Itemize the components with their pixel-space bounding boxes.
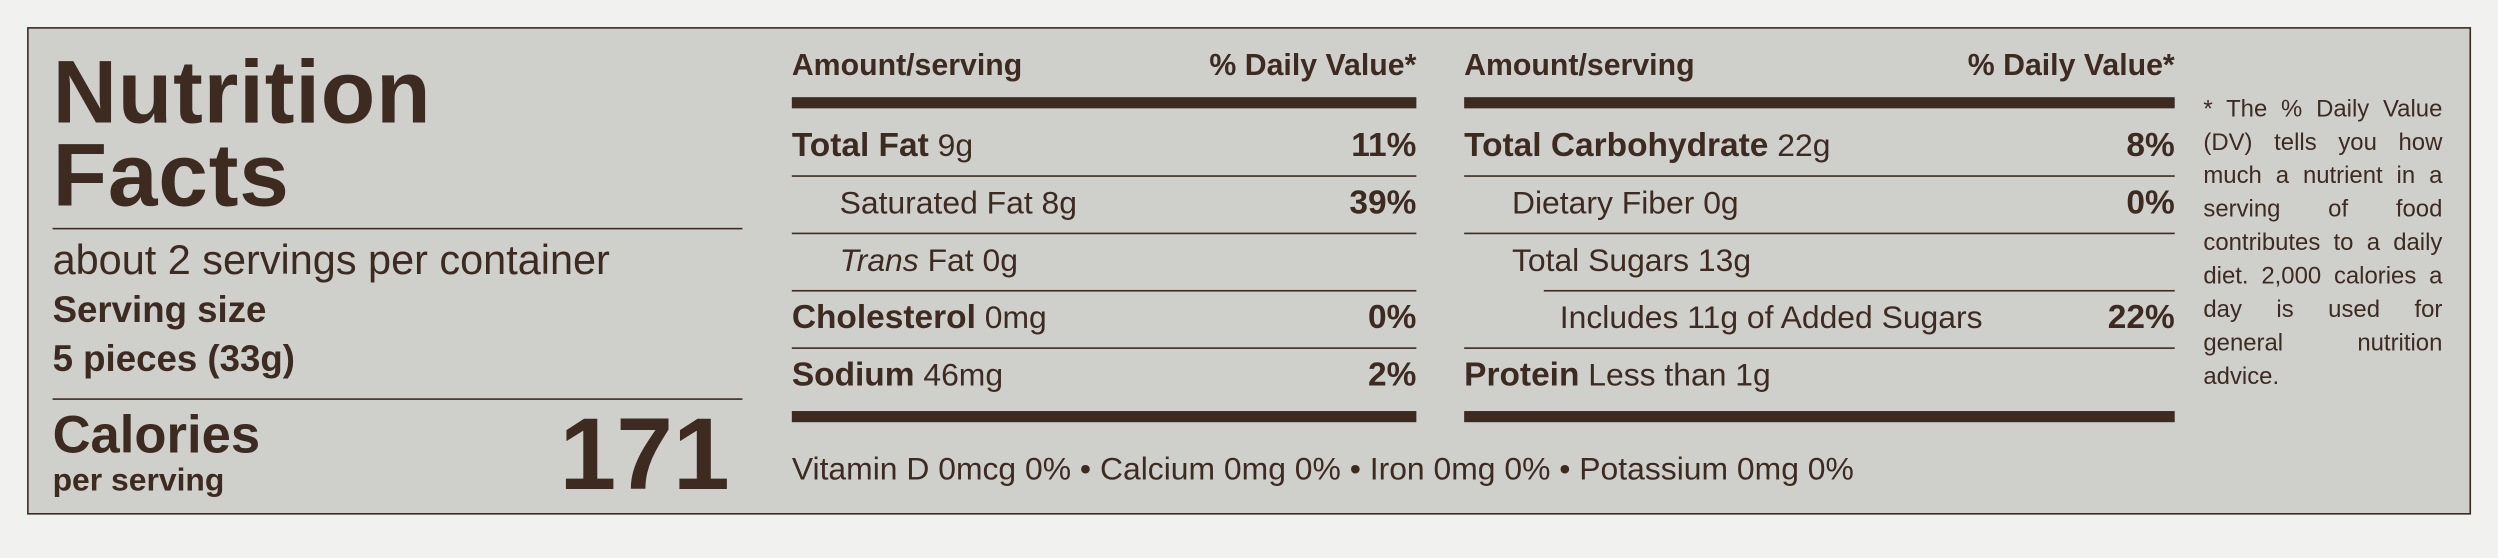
nutrient-dv: 11% — [1351, 127, 1417, 165]
nutrient-name: Total Carbohydrate — [1464, 127, 1769, 165]
nutrient-name: Includes 11g of Added Sugars — [1559, 301, 1983, 337]
nutrient-dv: 0% — [1367, 299, 1417, 337]
nutrient-name: Cholesterol — [791, 299, 976, 337]
rule — [791, 347, 1417, 349]
nutrient-prefix: Trans — [839, 243, 919, 279]
micro-amount: 0mcg — [938, 452, 1017, 488]
micro-name: Iron — [1369, 452, 1425, 488]
nutrient-row: Includes 11g of Added Sugars 22% — [1560, 290, 2175, 347]
nutrient-row: Trans Fat 0g — [840, 233, 1417, 290]
nutrient-name: Fat — [927, 243, 974, 279]
nutrient-row: Total Fat 9g 11% — [792, 118, 1417, 175]
nutrient-name: Protein — [1464, 356, 1580, 394]
micro-amount: 0mg — [1223, 452, 1286, 488]
title: Nutrition — [52, 41, 432, 142]
header-dv: % Daily Value* — [1209, 49, 1417, 83]
separator: • — [1349, 452, 1361, 488]
nutrient-name: Saturated Fat — [839, 186, 1033, 222]
nutrient-dv: 0% — [2126, 184, 2175, 222]
nutrient-row: Sodium 46mg 2% — [792, 347, 1417, 404]
thick-rule — [791, 411, 1417, 423]
micro-name: Vitamin D — [791, 452, 930, 488]
calories-value: 171 — [559, 396, 730, 512]
serving-size-label: Serving size — [52, 288, 267, 330]
nutrient-row: Protein Less than 1g — [1464, 347, 2175, 404]
nutrient-row: Saturated Fat 8g 39% — [840, 175, 1417, 232]
thick-rule — [1464, 411, 2175, 423]
micro-dv: 0% — [1807, 452, 1854, 488]
nutrient-row: Dietary Fiber 0g 0% — [1512, 175, 2175, 232]
micro-name: Potassium — [1579, 452, 1729, 488]
nutrient-amount: 0g — [1703, 186, 1739, 222]
header-dv: % Daily Value* — [1967, 49, 2175, 83]
nutrient-dv: 39% — [1349, 184, 1417, 222]
nutrient-row: Total Sugars 13g — [1512, 233, 2175, 290]
micro-dv: 0% — [1504, 452, 1551, 488]
calories-label: Calories — [52, 404, 261, 464]
title: Facts — [52, 124, 290, 225]
micro-name: Calcium — [1099, 452, 1216, 488]
rule — [791, 289, 1417, 292]
micro-dv: 0% — [1025, 452, 1072, 488]
nutrient-dv: 2% — [1367, 356, 1417, 394]
nutrient-name: Sodium — [791, 356, 915, 394]
nutrient-amount: 22g — [1777, 129, 1831, 165]
rule — [791, 232, 1417, 235]
rule — [1543, 289, 2175, 292]
nutrient-row: Cholesterol 0mg 0% — [792, 290, 1417, 347]
rule — [1464, 175, 2175, 177]
header-amount: Amount/serving — [1464, 49, 1695, 83]
rule — [52, 227, 743, 230]
micronutrients: Vitamin D 0mcg 0% • Calcium 0mg 0% • Iro… — [792, 449, 1854, 490]
rule — [52, 398, 743, 400]
rule — [791, 175, 1417, 177]
micro-amount: 0mg — [1736, 452, 1799, 488]
nutrient-amount: 8g — [1041, 186, 1078, 222]
nutrient-name: Total Fat — [791, 127, 929, 165]
rule — [1464, 347, 2175, 349]
nutrient-dv: 8% — [2126, 127, 2175, 165]
nutrient-name: Total Sugars — [1511, 243, 1690, 279]
thick-rule — [1464, 97, 2175, 109]
nutrient-amount: 46mg — [923, 358, 1004, 394]
serving-size: 5 pieces (33g) — [52, 337, 295, 380]
thick-rule — [791, 97, 1417, 109]
calories-sub: per serving — [52, 463, 225, 499]
nutrient-amount: 13g — [1697, 243, 1752, 279]
micro-dv: 0% — [1294, 452, 1341, 488]
nutrient-amount: 0g — [982, 243, 1018, 279]
nutrient-row: Total Carbohydrate 22g 8% — [1464, 118, 2175, 175]
header-amount: Amount/serving — [791, 49, 1023, 83]
nutrient-amount: 9g — [937, 129, 974, 165]
separator: • — [1559, 452, 1571, 488]
separator: • — [1079, 452, 1092, 488]
nutrient-amount: Less than 1g — [1588, 358, 1771, 394]
micro-amount: 0mg — [1433, 452, 1496, 488]
nutrient-name: Dietary Fiber — [1511, 186, 1695, 222]
servings: about 2 servings per container — [52, 235, 610, 284]
nutrient-amount: 0mg — [984, 301, 1047, 337]
nutrient-dv: 22% — [2107, 299, 2175, 337]
footnote: * The % Daily Value (DV) tells you how m… — [2203, 95, 2443, 391]
rule — [1464, 232, 2175, 235]
